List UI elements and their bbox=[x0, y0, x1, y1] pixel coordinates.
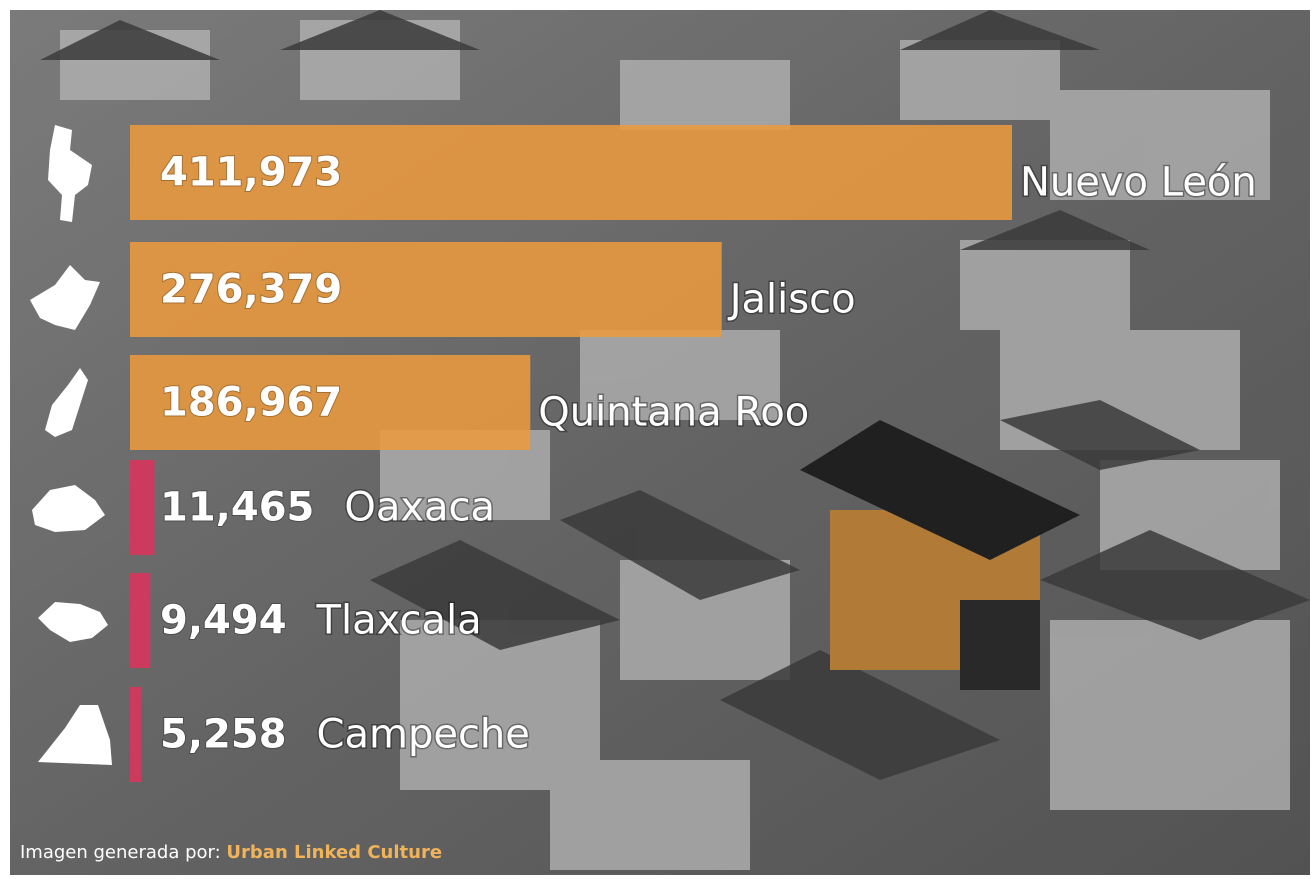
bar bbox=[130, 573, 151, 668]
footer-author: Urban Linked Culture bbox=[226, 842, 442, 863]
footer-credit: Imagen generada por: Urban Linked Cultur… bbox=[20, 842, 442, 863]
category-label: Jalisco bbox=[727, 277, 856, 323]
bar bbox=[130, 460, 155, 555]
value-label: 186,967 bbox=[160, 380, 342, 426]
bar bbox=[130, 355, 531, 450]
category-label: Nuevo León bbox=[1020, 160, 1257, 206]
category-label: Tlaxcala bbox=[316, 598, 482, 644]
bars: 411,973 Nuevo León 276,379 Jalisco 186,967 Qu… bbox=[130, 125, 1258, 782]
footer-prefix: Imagen generada por: bbox=[20, 842, 221, 863]
state-icons bbox=[30, 125, 112, 765]
category-label: Oaxaca bbox=[344, 485, 495, 531]
bar bbox=[130, 242, 722, 337]
value-label: 276,379 bbox=[160, 267, 342, 313]
value-label: 9,494 bbox=[160, 598, 287, 644]
category-label: Campeche bbox=[317, 712, 530, 758]
orange-house bbox=[800, 420, 1080, 690]
bar bbox=[130, 125, 1012, 220]
value-label: 411,973 bbox=[160, 150, 342, 196]
value-label: 5,258 bbox=[160, 712, 287, 758]
category-label: Quintana Roo bbox=[538, 390, 809, 436]
bar bbox=[130, 687, 142, 782]
value-label: 11,465 bbox=[160, 485, 314, 531]
